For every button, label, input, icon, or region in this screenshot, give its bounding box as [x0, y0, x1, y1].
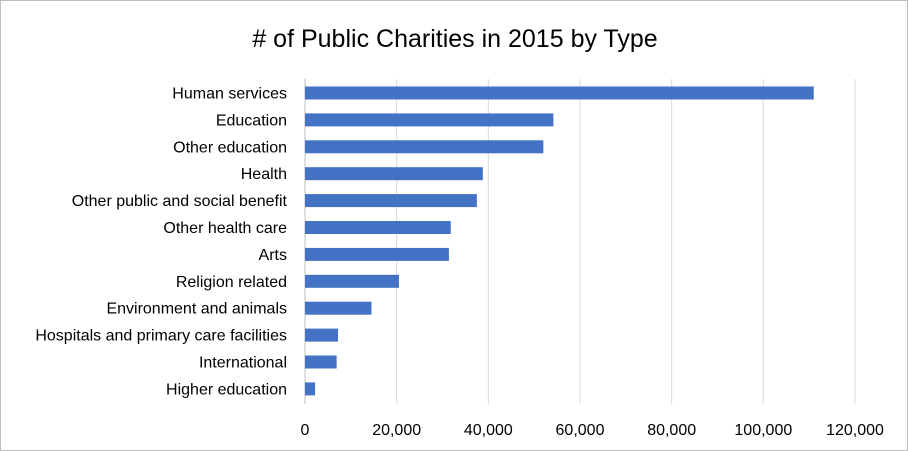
x-tick-label: 40,000 [464, 422, 513, 439]
bar [305, 167, 483, 181]
bar [305, 355, 337, 369]
category-labels: Human services Education Other education He… [35, 86, 287, 399]
x-tick-label: 20,000 [372, 422, 421, 439]
category-label: Health [241, 166, 287, 183]
x-tick-label: 100,000 [734, 422, 792, 439]
category-label: Human services [172, 86, 287, 103]
bar [305, 113, 554, 127]
bar [305, 247, 449, 261]
category-label: Higher education [166, 381, 287, 398]
bar [305, 301, 372, 315]
bars [305, 86, 814, 396]
bar [305, 382, 316, 396]
x-tick-label: 80,000 [647, 422, 696, 439]
bar [305, 221, 451, 234]
bar [305, 274, 399, 288]
x-tick-label: 0 [301, 422, 310, 439]
x-tick-label: 120,000 [826, 422, 884, 439]
bar [305, 194, 477, 208]
category-label: Other health care [163, 220, 287, 237]
category-label: Other education [173, 139, 287, 156]
bar [305, 328, 338, 342]
category-label: Hospitals and primary care facilities [35, 328, 287, 345]
chart-title: # of Public Charities in 2015 by Type [252, 25, 657, 53]
category-label: Other public and social benefit [72, 193, 288, 210]
category-label: Environment and animals [106, 301, 287, 318]
category-label: International [199, 355, 287, 372]
x-tick-label: 60,000 [556, 422, 605, 439]
bar [305, 140, 544, 154]
x-axis-tick-labels: 0 20,000 40,000 60,000 80,000 100,000 120,000 [301, 422, 884, 439]
category-label: Religion related [176, 274, 287, 291]
category-label: Arts [259, 247, 287, 264]
gridlines [304, 79, 856, 404]
category-label: Education [216, 112, 287, 129]
bar [305, 86, 814, 100]
